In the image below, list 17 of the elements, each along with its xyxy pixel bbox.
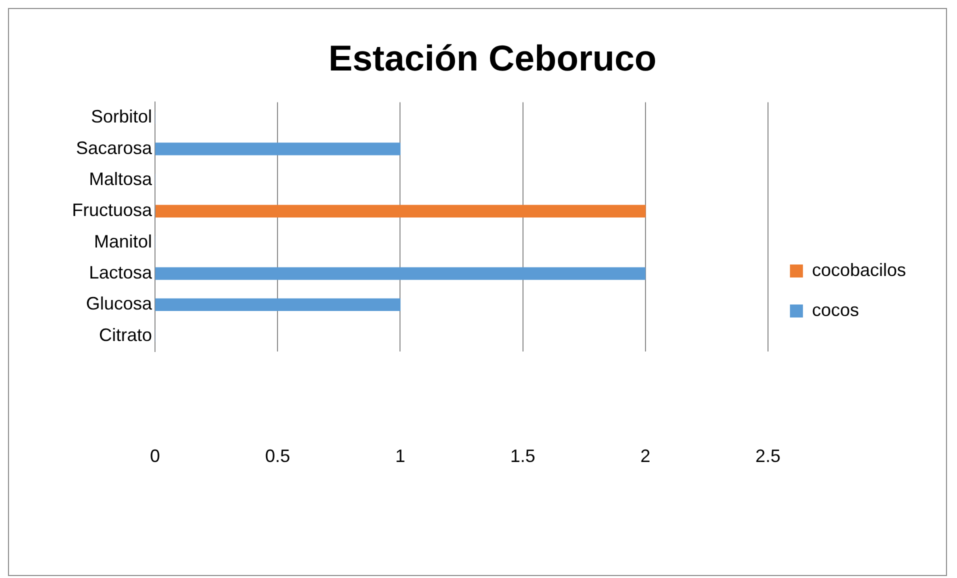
y-tick-label: Lactosa [88,262,154,282]
chart-title: Estación Ceboruco [328,38,657,79]
y-tick-label: Maltosa [89,169,154,190]
x-tick-label: 1.5 [510,446,536,466]
x-tick-label: 0.5 [265,446,290,466]
y-tick-label: Glucosa [86,294,154,314]
legend-label: cocos [812,300,859,320]
legend-label: cocobacilos [812,260,906,280]
x-tick-label: 0 [150,446,160,466]
x-tick-label: 2 [640,446,650,466]
x-tick-label: 2.5 [755,446,780,466]
y-tick-label: Sorbitol [91,106,152,127]
y-tick-label: Sacarosa [76,138,154,158]
y-tick-label: Fructuosa [72,200,154,220]
x-tick-label: 1 [395,446,406,466]
y-tick-label: Citrato [99,324,152,345]
y-tick-label: Manitol [94,231,152,252]
